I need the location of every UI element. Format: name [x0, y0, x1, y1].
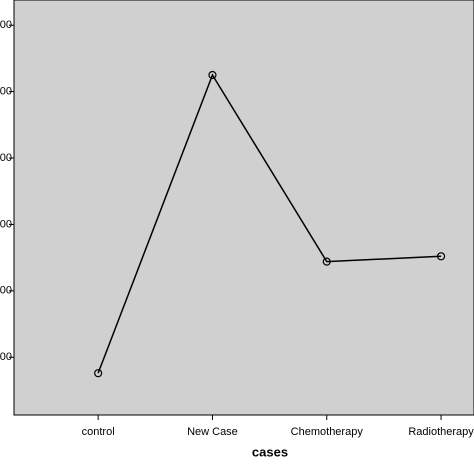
x-tick-label: Chemotherapy — [291, 426, 364, 438]
point — [94, 369, 103, 378]
point — [436, 252, 446, 261]
x-tick-label: Radiotherapy — [408, 426, 474, 438]
x-tick-label: control — [82, 426, 115, 438]
y-tick-label: 200 — [0, 285, 12, 297]
point — [208, 70, 217, 80]
y-tick-label: 400 — [0, 152, 12, 164]
x-tick-label: New Case — [187, 426, 238, 438]
plot-area — [13, 0, 474, 416]
line — [97, 73, 442, 374]
x-axis-title: cases — [252, 444, 288, 459]
y-tick-label: 600 — [0, 19, 12, 31]
y-tick-label: 500 — [0, 86, 12, 98]
y-tick-label: 100 — [0, 351, 12, 363]
point — [322, 257, 331, 266]
y-tick-label: 300 — [0, 218, 12, 230]
